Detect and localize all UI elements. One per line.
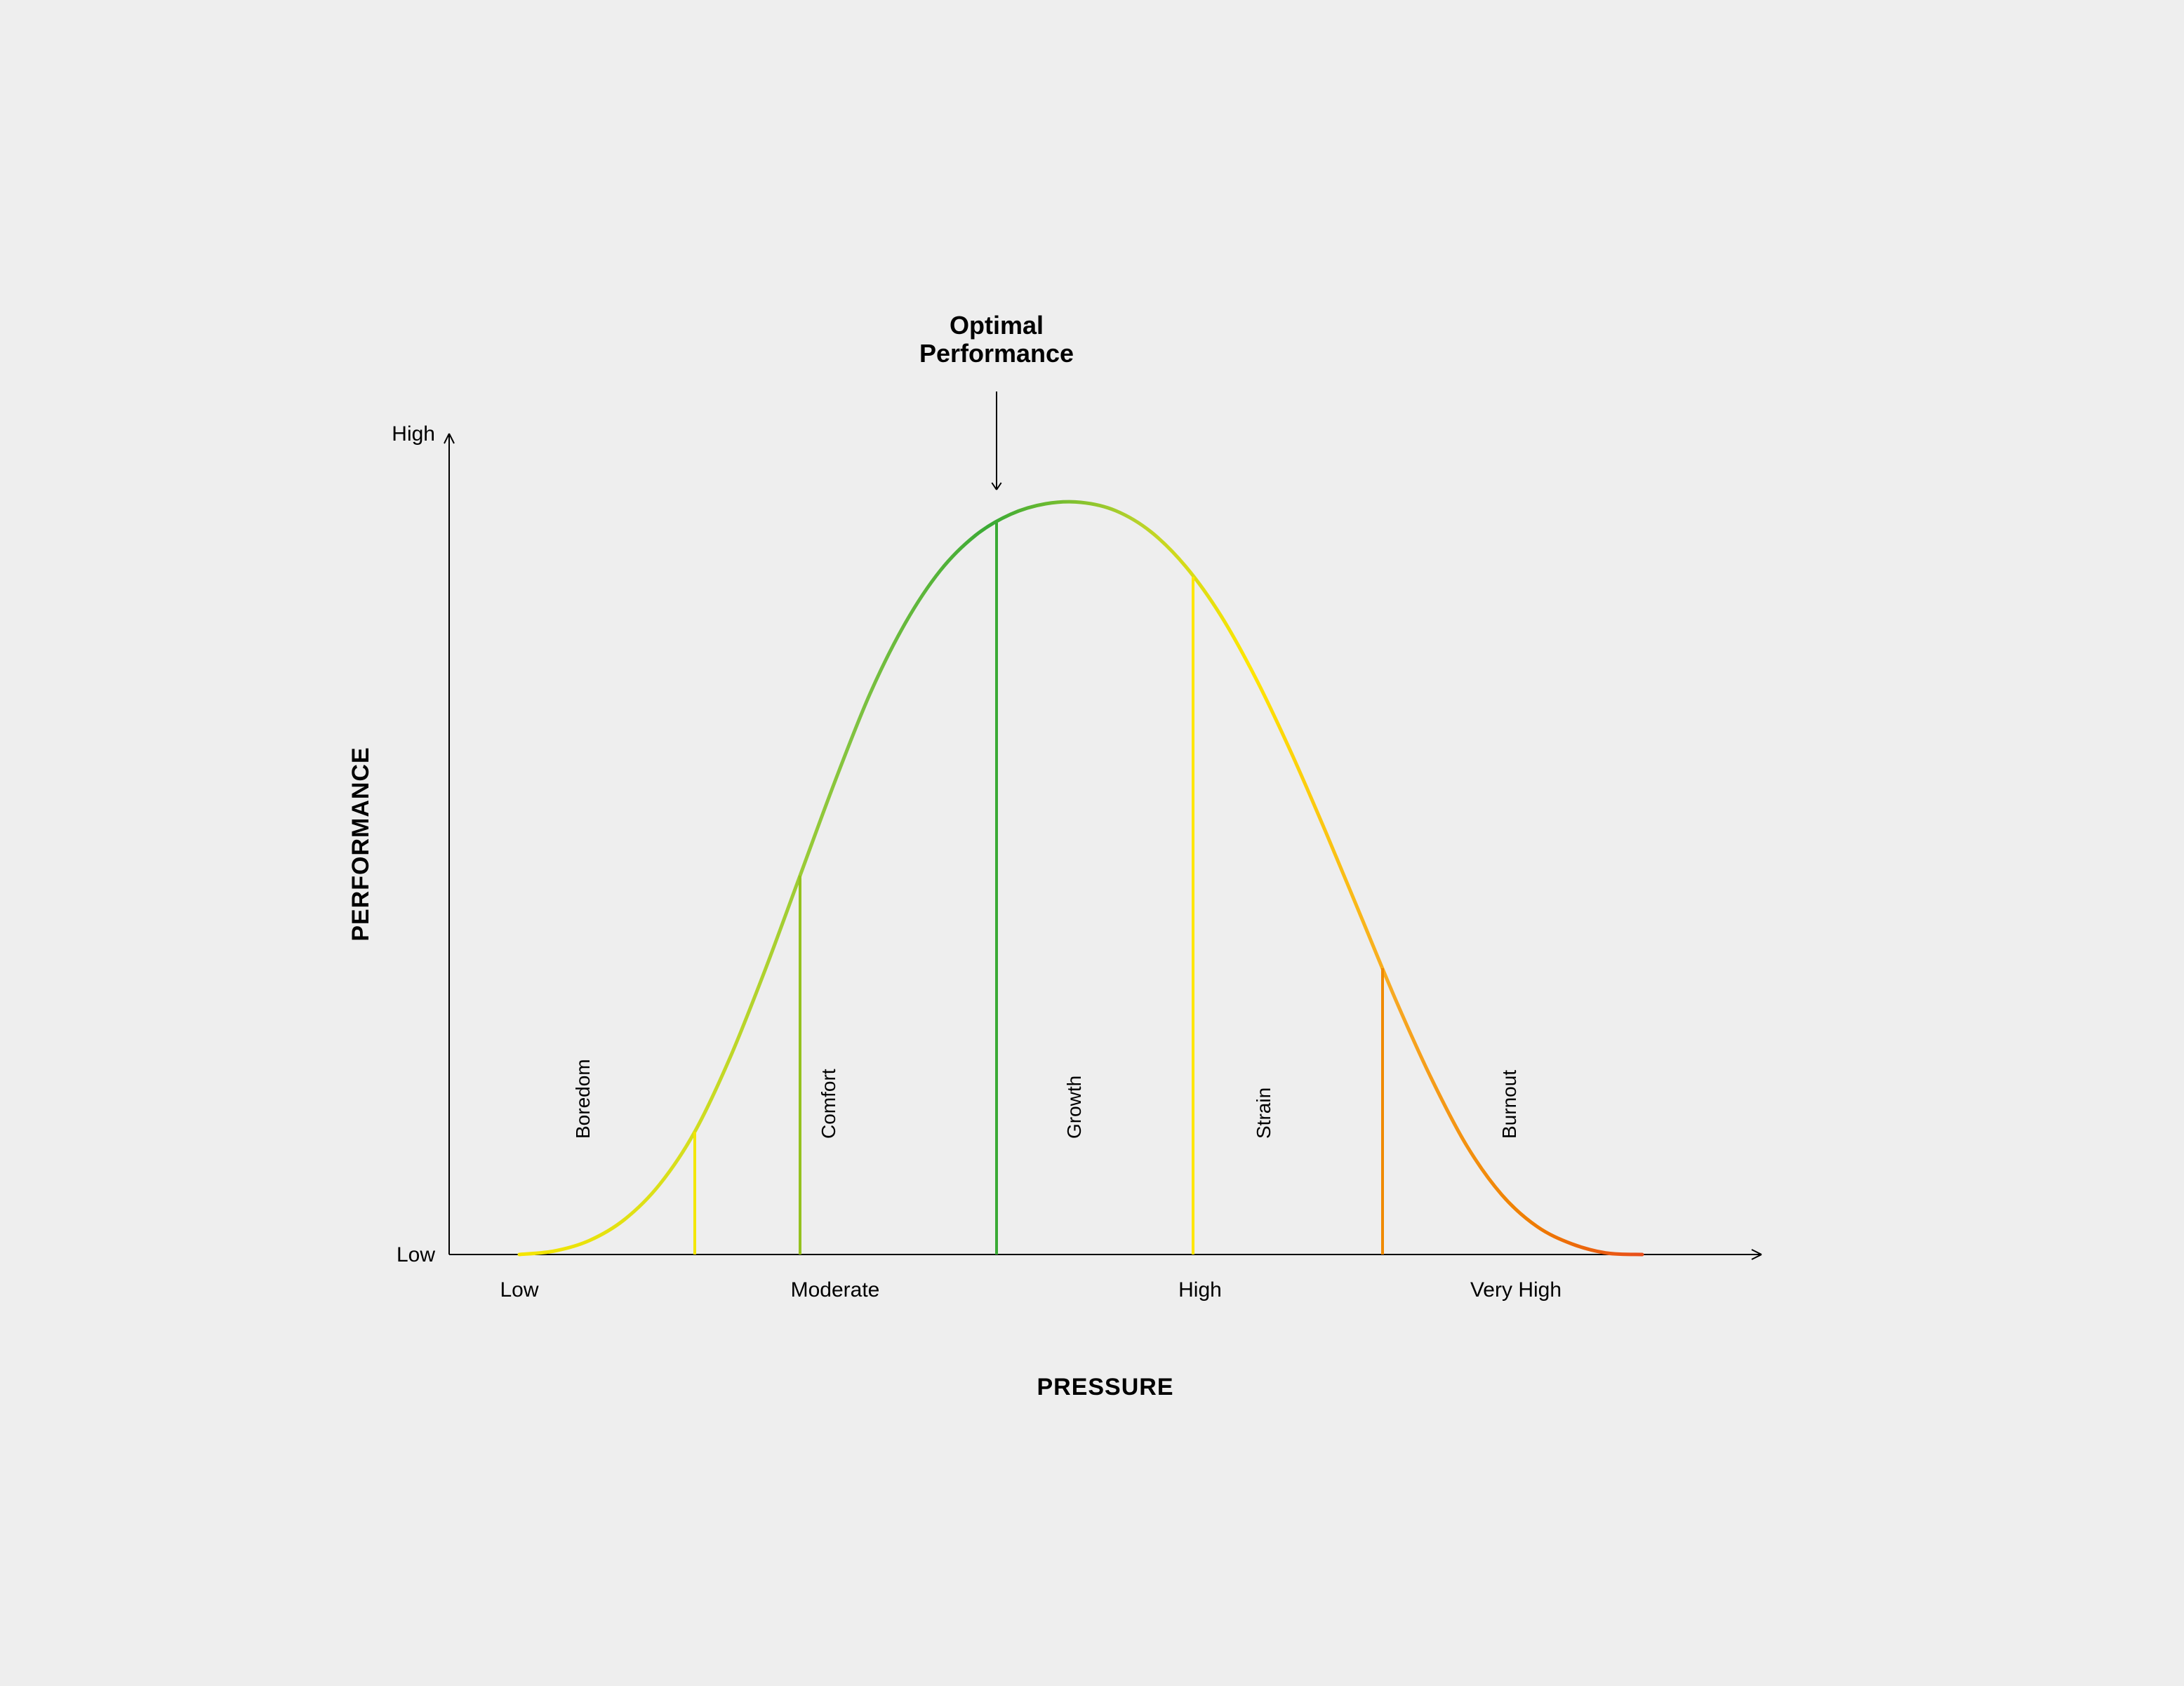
annotation-title-line1: Optimal: [950, 311, 1044, 340]
x-tick-label: Moderate: [791, 1278, 880, 1302]
x-tick-label: Very High: [1470, 1278, 1562, 1302]
y-tick-label: High: [392, 422, 435, 446]
x-tick-label: High: [1178, 1278, 1222, 1302]
zone-label: Boredom: [572, 1059, 594, 1139]
zone-label: Growth: [1063, 1075, 1085, 1138]
chart-background: [0, 0, 2184, 1682]
zone-label: Comfort: [818, 1069, 839, 1139]
x-axis-title: PRESSURE: [1037, 1374, 1173, 1400]
performance-pressure-chart: Boredom Comfort Growth Strain Burnout Low Mode…: [0, 0, 2184, 1682]
x-tick-label: Low: [500, 1278, 538, 1302]
y-tick-label: Low: [397, 1243, 435, 1266]
zone-label: Strain: [1253, 1087, 1274, 1138]
chart-stage: Boredom Comfort Growth Strain Burnout Low Mode…: [0, 0, 2184, 1686]
zone-label: Burnout: [1498, 1069, 1520, 1138]
y-axis-title: PERFORMANCE: [347, 747, 374, 941]
annotation-title-line2: Performance: [919, 339, 1074, 368]
